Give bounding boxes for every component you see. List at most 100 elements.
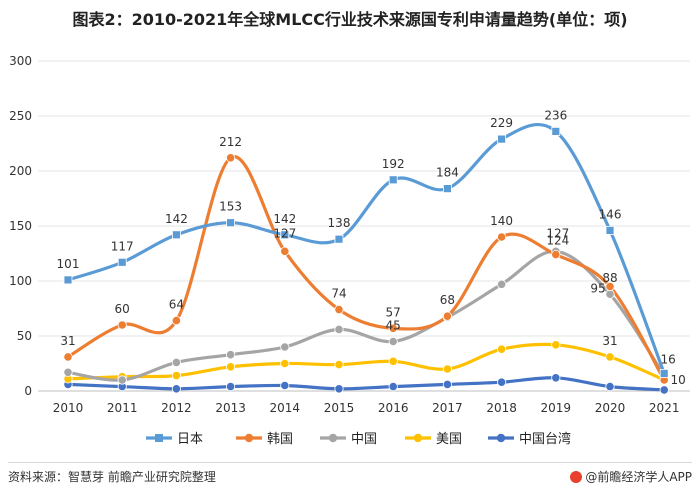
data-point <box>226 350 236 360</box>
data-point <box>605 281 615 292</box>
data-point <box>605 289 615 299</box>
data-point <box>226 362 236 372</box>
x-tick-label: 2021 <box>649 401 680 415</box>
data-point <box>334 384 344 394</box>
y-tick-label: 300 <box>9 54 32 68</box>
data-point <box>334 359 344 370</box>
x-tick-label: 2013 <box>215 401 246 415</box>
x-tick-label: 2019 <box>541 401 572 415</box>
x-tick-label: 2020 <box>595 401 626 415</box>
data-label: 101 <box>57 257 80 271</box>
y-tick-label: 50 <box>17 329 32 343</box>
data-label: 127 <box>273 226 296 240</box>
data-label: 153 <box>219 200 242 214</box>
data-label: 140 <box>490 214 513 228</box>
legend-label: 韩国 <box>267 432 293 447</box>
x-tick-label: 2018 <box>486 401 517 415</box>
data-point <box>171 357 181 367</box>
data-point <box>280 230 290 240</box>
data-point <box>659 385 669 395</box>
data-label: 124 <box>546 234 569 248</box>
legend-marker <box>496 433 506 443</box>
data-point <box>497 134 507 144</box>
data-label: 127 <box>546 226 569 240</box>
data-point <box>171 315 181 326</box>
data-label: 212 <box>219 135 242 149</box>
y-tick-label: 150 <box>9 219 32 233</box>
data-label: 95 <box>590 282 605 296</box>
data-label: 88 <box>602 271 617 285</box>
data-label: 64 <box>169 298 184 312</box>
data-point <box>496 377 507 387</box>
y-tick-label: 250 <box>9 109 32 123</box>
data-point <box>280 342 290 352</box>
x-tick-label: 2014 <box>270 401 301 415</box>
footer: 资料来源：智慧芽 前瞻产业研究院整理 @前瞻经济学人APP <box>8 462 692 485</box>
data-label: 117 <box>111 239 134 253</box>
data-label: 68 <box>440 293 455 307</box>
data-point <box>496 344 507 354</box>
data-label: 146 <box>599 207 622 221</box>
data-point <box>117 320 127 330</box>
data-point <box>388 336 398 347</box>
y-tick-label: 100 <box>9 274 32 288</box>
brand-logo-icon <box>570 471 583 483</box>
data-point <box>388 175 398 185</box>
data-label: 60 <box>115 302 130 316</box>
legend-marker <box>413 433 423 443</box>
series-line <box>66 249 666 382</box>
data-label: 16 <box>661 352 676 366</box>
data-label: 236 <box>544 108 567 122</box>
data-point <box>442 184 452 194</box>
series-line <box>66 342 666 382</box>
data-point <box>659 368 669 378</box>
y-tick-label: 200 <box>9 164 32 178</box>
data-point <box>388 356 398 366</box>
legend-label: 日本 <box>177 432 203 447</box>
data-point <box>171 230 181 240</box>
chart-title: 图表2：2010-2021年全球MLCC行业技术来源国专利申请量趋势(单位：项) <box>72 10 628 29</box>
data-label: 229 <box>490 116 513 130</box>
data-point <box>442 364 452 374</box>
data-point <box>388 323 398 333</box>
data-label: 192 <box>382 157 405 171</box>
x-tick-label: 2017 <box>432 401 463 415</box>
data-point <box>442 379 452 389</box>
y-tick-label: 0 <box>24 384 32 398</box>
line-chart: 0 50 100 150 200 250 300 2010 2011 2012 2013 2014 2… <box>9 54 690 447</box>
data-point <box>226 381 236 392</box>
data-point <box>496 232 507 242</box>
data-label: 74 <box>331 287 346 301</box>
data-point <box>280 246 290 256</box>
legend-label: 中国台湾 <box>519 431 571 447</box>
data-label: 142 <box>165 212 188 226</box>
data-point <box>551 373 561 383</box>
data-point <box>334 234 344 244</box>
data-point <box>551 340 561 350</box>
data-point <box>171 370 181 381</box>
source-note: 资料来源：智慧芽 前瞻产业研究院整理 <box>8 470 216 484</box>
data-point <box>226 218 236 228</box>
data-point <box>63 275 73 285</box>
data-label: 142 <box>273 212 296 226</box>
legend-marker <box>155 434 163 442</box>
x-tick-label: 2016 <box>378 401 409 415</box>
data-point <box>442 311 452 321</box>
data-point <box>117 257 127 267</box>
series-line <box>66 376 666 392</box>
legend-marker <box>244 433 254 443</box>
data-label: 184 <box>436 166 459 180</box>
data-label: 10 <box>671 373 686 387</box>
data-point <box>388 381 398 392</box>
data-point <box>496 279 507 289</box>
x-tick-label: 2011 <box>107 401 138 415</box>
brand-credit: @前瞻经济学人APP <box>570 468 692 485</box>
data-point <box>226 153 236 163</box>
data-label: 57 <box>386 305 401 319</box>
data-label: 31 <box>602 334 617 348</box>
data-point <box>334 324 344 334</box>
data-point <box>551 250 561 260</box>
x-tick-label: 2015 <box>324 401 355 415</box>
data-point <box>605 381 615 392</box>
x-tick-label: 2012 <box>161 401 192 415</box>
